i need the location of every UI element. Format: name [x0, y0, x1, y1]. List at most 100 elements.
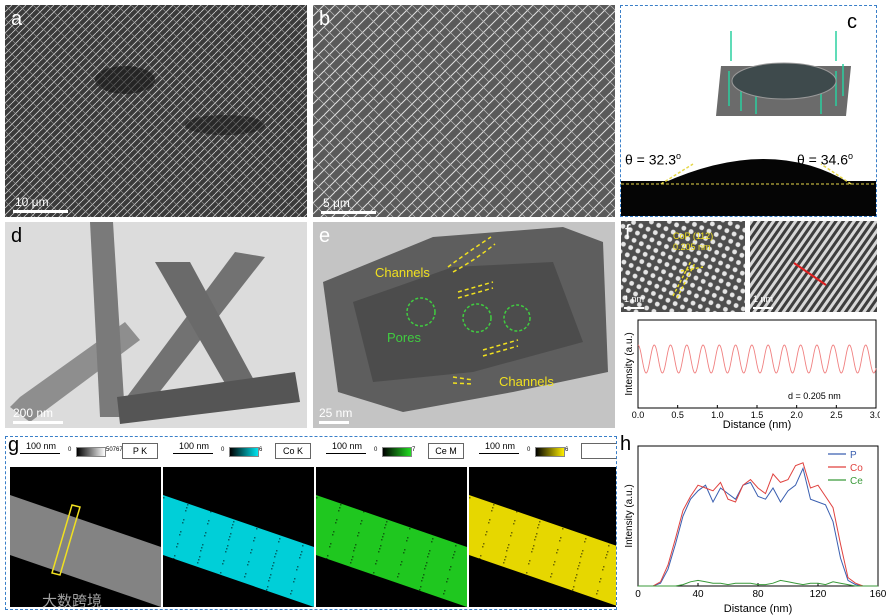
noise-dot: [453, 554, 455, 556]
panel-letter: d: [11, 225, 23, 247]
noise-dot: [559, 540, 561, 542]
noise-dot: [311, 509, 313, 511]
map-scale-bar: [20, 453, 60, 454]
noise-dot: [602, 569, 604, 571]
noise-dot: [449, 569, 451, 571]
noise-dot: [493, 504, 495, 506]
noise-dot: [176, 546, 178, 548]
noise-dot: [563, 525, 565, 527]
map-scale-label: 100 nm: [485, 441, 516, 451]
eds-map-svg: [316, 495, 467, 607]
noise-dot: [290, 593, 292, 595]
noise-dot: [264, 498, 266, 500]
noise-dot: [471, 591, 473, 593]
noise-dot: [450, 566, 452, 568]
noise-dot: [366, 499, 368, 501]
noise-dot: [208, 520, 210, 522]
noise-dot: [326, 558, 328, 560]
noise-dot: [179, 534, 181, 536]
noise-dot: [259, 516, 261, 518]
noise-dot: [213, 499, 215, 501]
noise-dot: [483, 543, 485, 545]
colorbar-min: 0: [221, 447, 225, 453]
noise-dot: [465, 506, 467, 508]
map-scale-bar: [479, 453, 519, 454]
panel-d-tem: d 200 nm: [5, 222, 307, 428]
noise-dot: [312, 506, 314, 508]
noise-dot: [500, 574, 502, 576]
legend-label-p: P: [850, 450, 857, 461]
noise-dot: [486, 531, 488, 533]
scale-bar: [13, 210, 68, 213]
noise-dot: [192, 583, 194, 585]
noise-dot: [357, 535, 359, 537]
noise-dot: [355, 544, 357, 546]
noise-dot: [435, 526, 437, 528]
nanowire-band: [10, 495, 161, 607]
noise-dot: [253, 540, 255, 542]
colorbar: [382, 447, 412, 457]
noise-dot: [398, 573, 400, 575]
x-tick-label: 160: [870, 589, 886, 600]
noise-dot: [196, 568, 198, 570]
noise-dot: [268, 580, 270, 582]
panel-b-sem: b 5 μm: [313, 5, 615, 217]
noise-dot: [275, 553, 277, 555]
noise-dot: [293, 581, 295, 583]
eds-map-svg: [10, 495, 161, 607]
noise-dot: [378, 551, 380, 553]
noise-dot: [200, 550, 202, 552]
series-group: [638, 462, 878, 587]
noise-dot: [556, 552, 558, 554]
noise-dot: [304, 539, 306, 541]
noise-dot: [431, 541, 433, 543]
noise-dot: [588, 526, 590, 528]
noise-dot: [553, 564, 555, 566]
map-scale-label: 100 nm: [179, 441, 210, 451]
colorbar-min: 0: [374, 447, 378, 453]
sem-image-a: [5, 5, 307, 217]
noise-dot: [612, 530, 614, 532]
noise-dot: [373, 572, 375, 574]
noise-dot: [291, 590, 293, 592]
panel-letter: b: [319, 8, 331, 30]
noise-dot: [195, 571, 197, 573]
noise-dot: [482, 546, 484, 548]
noise-dot: [284, 517, 286, 519]
noise-dot: [496, 592, 498, 594]
nanowire-band: [316, 495, 467, 607]
noise-dot: [260, 513, 262, 515]
noise-dot: [188, 498, 190, 500]
noise-dot: [226, 548, 228, 550]
noise-dot: [476, 570, 478, 572]
colorbar-max: 6: [259, 447, 263, 453]
noise-dot: [241, 588, 243, 590]
x-tick-label: 120: [810, 589, 827, 600]
noise-dot: [485, 534, 487, 536]
noise-dot: [597, 590, 599, 592]
noise-dot: [306, 530, 308, 532]
noise-dot: [416, 501, 418, 503]
noise-dot: [350, 562, 352, 564]
noise-dot: [202, 544, 204, 546]
noise-dot: [316, 497, 318, 499]
colorbar: [76, 447, 106, 457]
x-tick-group: 0.0 0.5 1.0 1.5 2.0 2.5 3.0: [632, 405, 880, 420]
noise-dot: [384, 527, 386, 529]
panel-letter: g: [8, 436, 20, 456]
noise-dot: [216, 587, 218, 589]
noise-dot: [458, 533, 460, 535]
noise-dot: [375, 563, 377, 565]
noise-dot: [544, 500, 546, 502]
nanowire-band: [469, 495, 616, 606]
noise-dot: [538, 524, 540, 526]
map-scale-bar: [173, 453, 213, 454]
noise-dot: [217, 584, 219, 586]
scale-bar: [319, 421, 349, 424]
noise-dot: [340, 504, 342, 506]
noise-dot: [266, 589, 268, 591]
noise-dot: [461, 521, 463, 523]
noise-dot: [507, 547, 509, 549]
channels-label-bottom: Channels: [499, 374, 554, 389]
noise-dot: [370, 584, 372, 586]
